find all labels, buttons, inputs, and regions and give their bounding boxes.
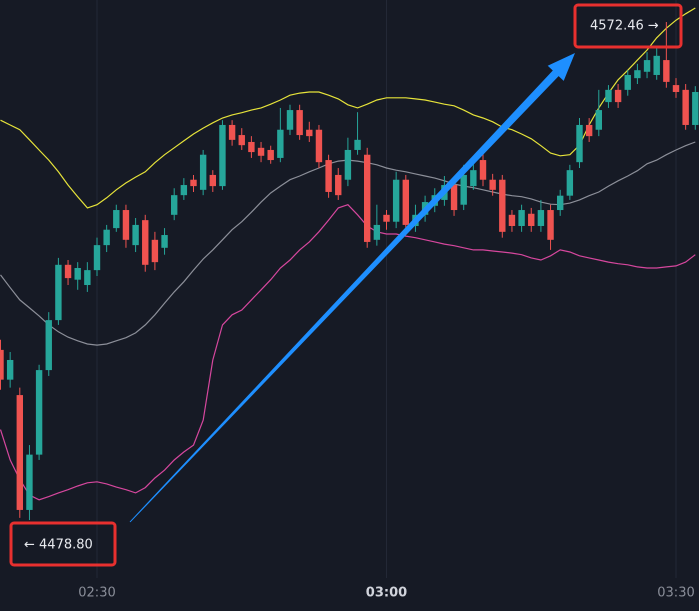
candle-body bbox=[142, 220, 149, 265]
candle-body bbox=[151, 239, 159, 263]
candle-body bbox=[518, 210, 525, 226]
candle-body bbox=[122, 210, 130, 240]
candle-body bbox=[692, 91, 699, 125]
candle-body bbox=[663, 60, 670, 82]
x-tick-label: 03:30 bbox=[657, 586, 694, 601]
candle-body bbox=[634, 70, 641, 79]
high-label: 4572.46 → bbox=[590, 19, 659, 34]
candle-body bbox=[103, 229, 110, 246]
candle-body bbox=[277, 129, 284, 158]
candle-body bbox=[344, 149, 352, 180]
candle-body bbox=[450, 185, 458, 211]
candle-body bbox=[35, 370, 43, 455]
candle-body bbox=[0, 349, 4, 380]
candle-body bbox=[508, 214, 516, 226]
candle-body bbox=[643, 60, 651, 72]
candle-body bbox=[171, 195, 178, 215]
high-highlight bbox=[573, 3, 683, 49]
candle-body bbox=[325, 160, 332, 192]
candle-body bbox=[228, 124, 236, 140]
candle-body bbox=[383, 214, 390, 222]
candle-body bbox=[74, 267, 81, 280]
candle-body bbox=[219, 124, 226, 187]
candle-body bbox=[460, 174, 467, 205]
candle-body bbox=[132, 224, 139, 246]
candle-body bbox=[315, 129, 323, 163]
candle-body bbox=[64, 264, 72, 279]
low-highlight bbox=[9, 521, 117, 567]
candle-body bbox=[402, 179, 409, 225]
candle-body bbox=[585, 124, 593, 137]
candle-body bbox=[595, 110, 602, 130]
low-label: ← 4478.80 bbox=[24, 538, 93, 553]
candle-body bbox=[84, 270, 91, 286]
candle-body bbox=[248, 141, 255, 153]
candle-body bbox=[373, 224, 381, 240]
candle-body bbox=[537, 210, 545, 226]
candle-body bbox=[286, 110, 294, 130]
candle-body bbox=[55, 264, 62, 321]
candle-body bbox=[547, 210, 554, 240]
candle-body bbox=[257, 147, 265, 156]
candle-body bbox=[566, 170, 574, 196]
candle-body bbox=[199, 154, 207, 190]
candle-body bbox=[653, 55, 660, 75]
candle-body bbox=[161, 235, 168, 248]
trend-arrow bbox=[129, 53, 575, 523]
candle-body bbox=[296, 110, 303, 136]
candle-body bbox=[682, 89, 689, 125]
candle-body bbox=[354, 139, 361, 150]
candle-body bbox=[6, 359, 14, 380]
candle-body bbox=[605, 89, 612, 103]
candle-body bbox=[576, 124, 583, 163]
candle-body bbox=[238, 135, 245, 146]
candle-body bbox=[26, 454, 33, 510]
candle-body bbox=[16, 395, 23, 510]
candle-body bbox=[209, 174, 216, 187]
candle-body bbox=[557, 195, 564, 211]
candle-body bbox=[306, 129, 313, 137]
x-tick-label: 02:30 bbox=[78, 586, 115, 601]
candle-body bbox=[528, 213, 535, 226]
candle-body bbox=[335, 174, 342, 196]
candle-body bbox=[479, 160, 487, 180]
x-tick-label: 03:00 bbox=[366, 586, 407, 601]
candle-body bbox=[470, 170, 477, 187]
candle-body bbox=[624, 74, 631, 90]
plot-area bbox=[0, 0, 699, 578]
candle-body bbox=[180, 185, 188, 196]
candle-body bbox=[392, 179, 400, 222]
band-line bbox=[0, 204, 696, 501]
candle-body bbox=[190, 179, 197, 187]
candle-body bbox=[672, 85, 680, 92]
candle-body bbox=[499, 179, 506, 232]
candle-body bbox=[489, 179, 496, 190]
candle-body bbox=[267, 149, 274, 161]
candle-body bbox=[45, 320, 52, 371]
candle-body bbox=[113, 210, 120, 229]
candle-body bbox=[614, 89, 622, 103]
candle-body bbox=[364, 154, 371, 242]
candle-body bbox=[93, 245, 101, 271]
